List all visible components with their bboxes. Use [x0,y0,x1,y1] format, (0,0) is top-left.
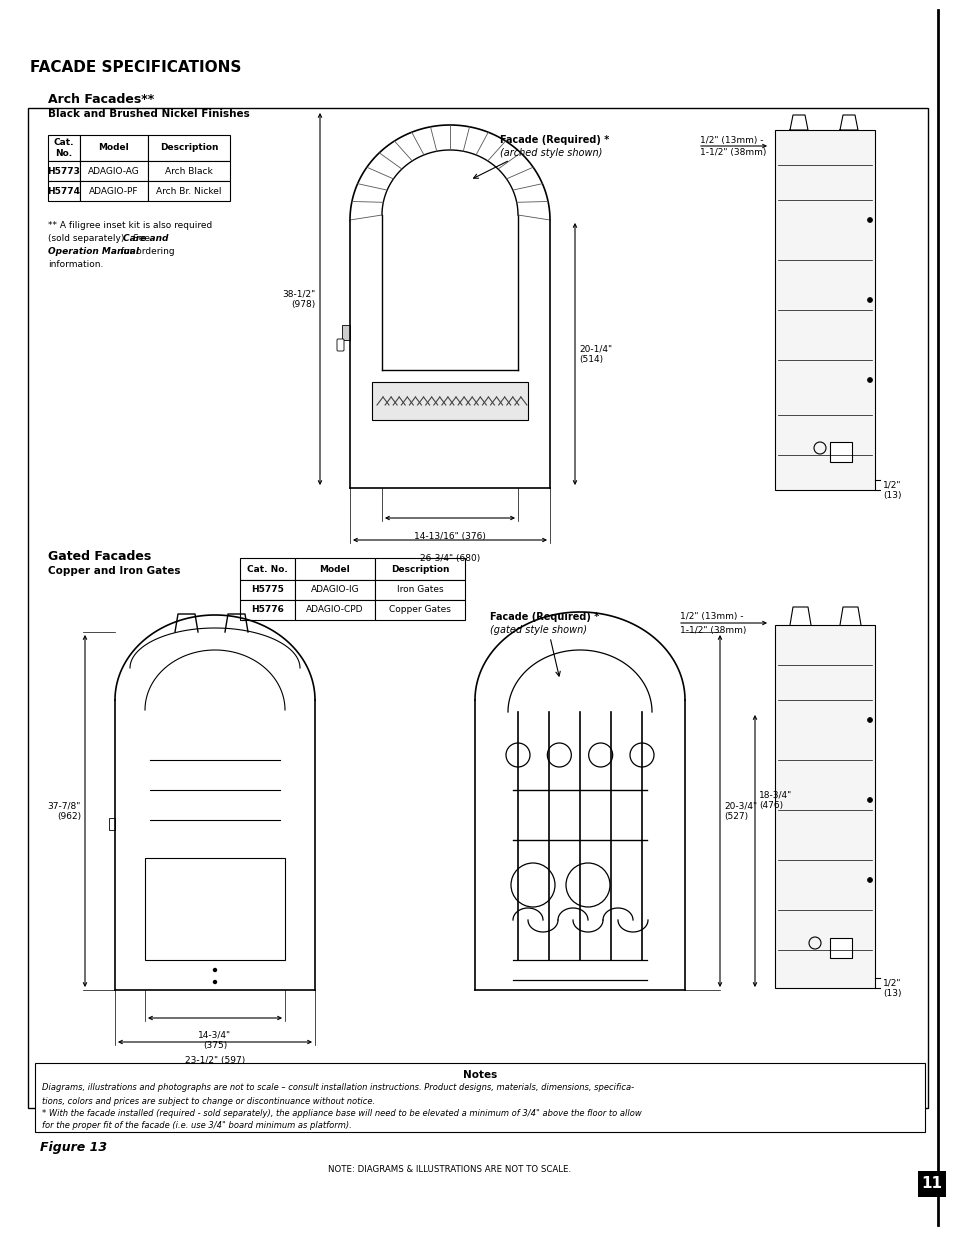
Circle shape [213,968,216,972]
Text: Gated Facades: Gated Facades [48,550,152,563]
Text: 1-1/2" (38mm): 1-1/2" (38mm) [700,148,765,158]
Text: Arch Black: Arch Black [165,167,213,175]
Bar [372,382,527,420]
Bar [145,858,285,960]
Text: 18-3/4"
(476): 18-3/4" (476) [759,790,791,810]
Bar [80,135,148,161]
Text: (gated style shown): (gated style shown) [490,625,586,635]
Text: 1/2" (13mm) -: 1/2" (13mm) - [700,136,762,144]
Text: H5775: H5775 [251,585,284,594]
Text: 20-3/4"
(527): 20-3/4" (527) [723,802,757,821]
Text: Facade (Required) *: Facade (Required) * [499,135,609,144]
Bar [294,580,375,600]
Circle shape [866,217,872,222]
Bar [774,130,874,490]
Bar [341,325,350,340]
Circle shape [213,981,216,983]
Circle shape [866,798,872,803]
Text: Diagrams, illustrations and photographs are not to scale – consult installation : Diagrams, illustrations and photographs … [42,1083,634,1093]
Text: (arched style shown): (arched style shown) [499,148,601,158]
Bar [148,161,230,182]
Bar [240,558,294,580]
FancyBboxPatch shape [336,338,344,351]
Text: Arch Facades**: Arch Facades** [48,93,154,106]
Bar [48,182,80,201]
Text: for the proper fit of the facade (i.e. use 3/4" board minimum as platform).: for the proper fit of the facade (i.e. u… [42,1121,352,1130]
Bar [28,107,927,1108]
Text: 20-1/4"
(514): 20-1/4" (514) [578,345,612,363]
Text: 23-1/2" (597): 23-1/2" (597) [185,1056,245,1065]
Text: Notes: Notes [462,1070,497,1079]
Text: H5776: H5776 [251,605,284,615]
Text: ADAGIO-PF: ADAGIO-PF [90,186,138,195]
Text: Iron Gates: Iron Gates [396,585,443,594]
Bar [80,182,148,201]
Bar [774,625,874,988]
Bar [148,135,230,161]
Text: tions, colors and prices are subject to change or discontinuance without notice.: tions, colors and prices are subject to … [42,1097,375,1105]
Text: ADAGIO-IG: ADAGIO-IG [311,585,359,594]
Text: H5773: H5773 [48,167,80,175]
Text: 14-13/16" (376): 14-13/16" (376) [414,532,485,541]
Bar [80,161,148,182]
Text: Arch Br. Nickel: Arch Br. Nickel [156,186,221,195]
Text: Cat. No.: Cat. No. [247,564,288,573]
Bar [294,558,375,580]
Text: Copper and Iron Gates: Copper and Iron Gates [48,566,180,576]
Text: H5774: H5774 [48,186,80,195]
Text: Model: Model [319,564,350,573]
Text: Description: Description [391,564,449,573]
Text: ADAGIO-AG: ADAGIO-AG [88,167,140,175]
Text: ADAGIO-CPD: ADAGIO-CPD [306,605,363,615]
Bar [48,161,80,182]
Bar [917,1171,945,1197]
Text: Cat.
No.: Cat. No. [53,138,74,158]
Text: Facade (Required) *: Facade (Required) * [490,613,598,622]
Text: Black and Brushed Nickel Finishes: Black and Brushed Nickel Finishes [48,109,250,119]
Bar [294,600,375,620]
Bar [240,580,294,600]
Text: 26-3/4" (680): 26-3/4" (680) [419,555,479,563]
Text: NOTE: DIAGRAMS & ILLUSTRATIONS ARE NOT TO SCALE.: NOTE: DIAGRAMS & ILLUSTRATIONS ARE NOT T… [328,1166,571,1174]
Bar [240,600,294,620]
Text: 1/2"
(13): 1/2" (13) [882,978,901,998]
Bar [48,135,80,161]
Text: 38-1/2"
(978): 38-1/2" (978) [282,289,315,309]
Bar [829,442,851,462]
Bar [375,600,464,620]
Bar [375,580,464,600]
Circle shape [866,378,872,383]
Text: ** A filigree inset kit is also required: ** A filigree inset kit is also required [48,221,212,230]
Text: for ordering: for ordering [118,247,174,256]
Text: Figure 13: Figure 13 [40,1140,107,1153]
Text: 1-1/2" (38mm): 1-1/2" (38mm) [679,625,745,635]
Text: Care and: Care and [123,233,169,243]
Text: 37-7/8"
(962): 37-7/8" (962) [48,802,81,821]
Bar [109,818,115,830]
Text: Copper Gates: Copper Gates [389,605,451,615]
Circle shape [866,878,872,883]
Bar [148,182,230,201]
Text: 1/2"
(13): 1/2" (13) [882,480,901,500]
Text: 1/2" (13mm) -: 1/2" (13mm) - [679,613,742,621]
Text: (sold separately).  See: (sold separately). See [48,233,152,243]
Text: Model: Model [98,143,130,152]
Bar [829,939,851,958]
Text: Operation Manual: Operation Manual [48,247,139,256]
Text: FACADE SPECIFICATIONS: FACADE SPECIFICATIONS [30,61,241,75]
Text: * With the facade installed (required - sold separately), the appliance base wil: * With the facade installed (required - … [42,1109,641,1119]
Bar [35,1063,924,1132]
Text: information.: information. [48,261,103,269]
Bar [375,558,464,580]
Circle shape [866,718,872,722]
Text: 11: 11 [921,1177,942,1192]
Text: 14-3/4"
(375): 14-3/4" (375) [198,1031,232,1051]
Circle shape [866,298,872,303]
Text: Description: Description [159,143,218,152]
